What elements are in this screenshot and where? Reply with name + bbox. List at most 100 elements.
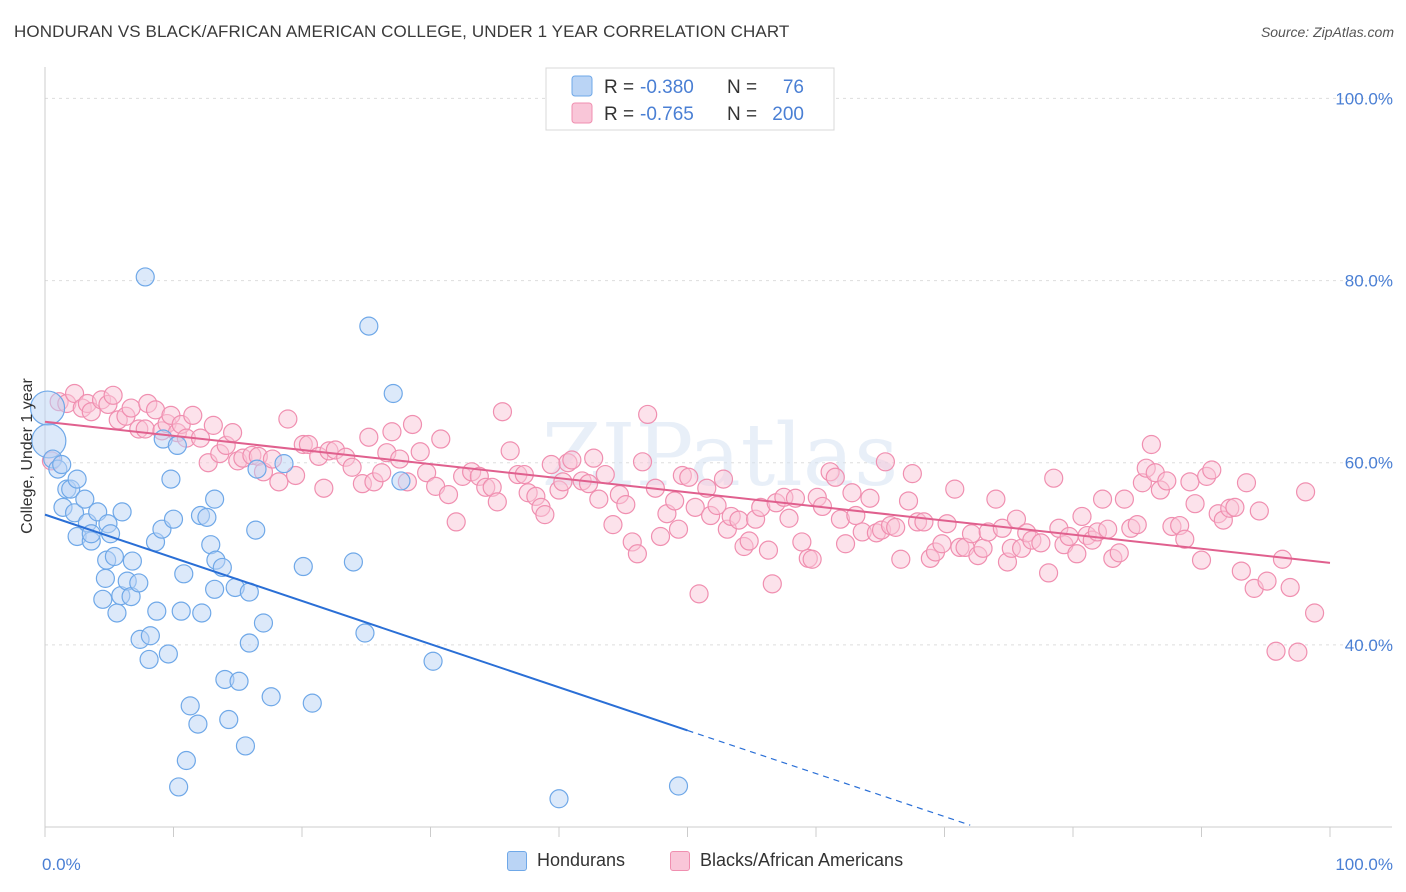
- black-african-american-point: [762, 574, 782, 594]
- black-african-american-point: [269, 472, 289, 492]
- black-african-american-point: [875, 452, 895, 472]
- honduran-point: [135, 267, 155, 287]
- honduran-point: [423, 651, 443, 671]
- gridlines: [45, 97, 1392, 646]
- black-african-american-point: [1295, 482, 1316, 502]
- y-tick-label: 80.0%: [1345, 272, 1393, 291]
- black-african-american-point: [1225, 497, 1245, 517]
- black-african-american-point: [541, 454, 561, 475]
- honduran-point: [140, 626, 160, 646]
- x-tick-labels: 0.0% 100.0%: [42, 855, 1393, 874]
- black-african-american-point: [595, 464, 615, 485]
- honduran-point: [391, 471, 411, 491]
- honduran-point: [355, 623, 375, 643]
- black-african-american-point: [103, 385, 123, 405]
- legend-r-value: -0.765: [640, 104, 694, 125]
- black-african-american-point: [603, 515, 623, 535]
- honduran-point: [93, 589, 113, 609]
- legend-swatch-hondurans: [507, 850, 527, 871]
- honduran-point: [302, 693, 322, 713]
- black-african-american-point: [891, 549, 911, 569]
- honduran-point: [171, 601, 191, 621]
- honduran-point: [192, 603, 212, 623]
- legend-n-value: 76: [783, 77, 804, 98]
- legend-item-blacks[interactable]: Blacks/African Americans: [670, 850, 903, 871]
- black-african-american-point: [1180, 472, 1200, 492]
- black-african-american-point: [1280, 577, 1300, 598]
- black-african-american-point: [1257, 571, 1277, 591]
- black-african-american-point: [359, 427, 379, 447]
- black-african-american-point: [986, 489, 1006, 509]
- black-african-american-point: [898, 491, 919, 511]
- honduran-point: [64, 503, 85, 523]
- black-african-american-point: [1038, 563, 1059, 583]
- black-african-american-point: [1175, 529, 1195, 549]
- black-african-american-point: [584, 448, 604, 468]
- black-african-american-point: [713, 469, 734, 489]
- black-african-american-point: [1202, 460, 1222, 480]
- black-african-american-point: [729, 510, 749, 530]
- black-african-american-point: [121, 398, 141, 418]
- black-african-american-point: [382, 422, 402, 442]
- black-african-american-point: [1109, 543, 1129, 563]
- black-african-american-point: [1249, 501, 1269, 521]
- honduran-point: [112, 502, 132, 522]
- black-african-american-point: [1114, 489, 1135, 509]
- black-african-american-point: [914, 512, 934, 532]
- black-african-american-point: [689, 584, 709, 604]
- black-african-american-point: [697, 478, 717, 498]
- honduran-point: [219, 709, 239, 730]
- x-tick-label-start: 0.0%: [42, 855, 81, 874]
- black-african-american-point: [1127, 515, 1147, 535]
- honduran-point: [158, 644, 178, 664]
- honduran-point: [95, 568, 115, 588]
- black-african-american-point: [578, 474, 599, 494]
- honduran-point: [549, 789, 569, 809]
- black-african-american-point: [668, 519, 689, 539]
- black-african-american-point: [431, 429, 451, 449]
- series-hondurans-points: [29, 267, 689, 809]
- honduran-point: [274, 454, 294, 474]
- chart-title: HONDURAN VS BLACK/AFRICAN AMERICAN COLLE…: [14, 22, 790, 41]
- black-african-american-point: [945, 479, 965, 499]
- black-african-american-point: [1031, 533, 1051, 553]
- black-african-american-point: [627, 544, 647, 564]
- black-african-american-point: [932, 534, 952, 554]
- black-african-american-point: [779, 508, 799, 528]
- honduran-point: [197, 507, 217, 527]
- legend-label-blacks: Blacks/African Americans: [700, 850, 904, 870]
- honduran-point: [261, 687, 281, 707]
- honduran-point: [343, 552, 363, 572]
- honduran-point: [668, 776, 689, 796]
- black-african-american-point: [183, 405, 203, 425]
- black-african-american-point: [1067, 544, 1087, 564]
- legend-r-label: R =: [604, 77, 634, 98]
- black-african-american-point: [438, 484, 459, 505]
- black-african-american-point: [739, 531, 759, 551]
- black-african-american-point: [961, 524, 982, 544]
- honduran-point: [188, 714, 208, 734]
- honduran-point: [139, 649, 159, 670]
- black-african-american-point: [902, 464, 922, 484]
- honduran-point: [205, 579, 225, 599]
- black-african-american-point: [685, 497, 705, 517]
- honduran-point: [205, 489, 225, 509]
- legend-item-hondurans[interactable]: Hondurans: [507, 850, 625, 871]
- black-african-american-point: [372, 463, 392, 483]
- honduran-point: [107, 603, 127, 623]
- black-african-american-point: [638, 404, 658, 425]
- blacks-trend-line: [44, 420, 1331, 564]
- black-african-american-point: [314, 478, 334, 498]
- honduran-point: [180, 696, 200, 716]
- black-african-american-point: [487, 492, 507, 512]
- black-african-american-point: [1072, 506, 1092, 527]
- legend-top-swatch: [571, 102, 593, 124]
- black-african-american-point: [342, 457, 362, 477]
- black-african-american-point: [203, 415, 223, 435]
- black-african-american-point: [758, 540, 779, 560]
- black-african-american-point: [679, 467, 699, 487]
- black-african-american-point: [1236, 473, 1257, 493]
- legend-swatch-blacks: [670, 850, 690, 871]
- black-african-american-point: [1157, 471, 1177, 491]
- black-african-american-point: [402, 414, 423, 435]
